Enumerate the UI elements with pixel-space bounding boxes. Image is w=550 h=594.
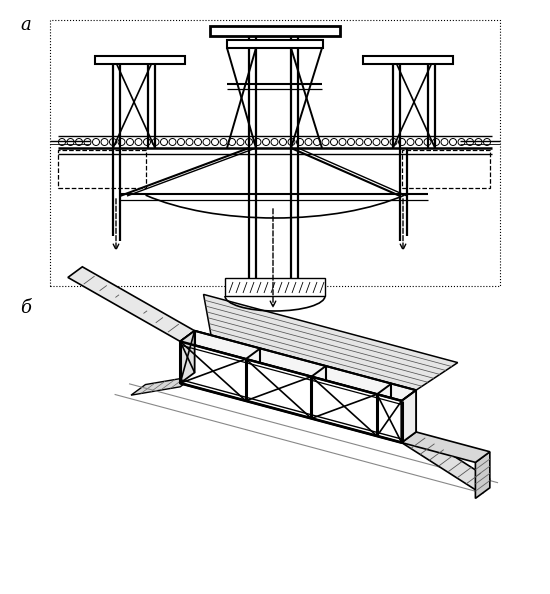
Polygon shape [68, 267, 195, 342]
Polygon shape [195, 331, 416, 432]
Polygon shape [402, 390, 416, 443]
Bar [58, 150, 146, 188]
Bar [227, 40, 323, 48]
Polygon shape [402, 432, 490, 462]
Bar [50, 20, 500, 286]
Polygon shape [475, 452, 490, 498]
Polygon shape [131, 376, 195, 395]
Bar [210, 26, 340, 36]
Bar [363, 56, 453, 64]
Text: б: б [20, 299, 31, 317]
Polygon shape [180, 331, 416, 401]
Polygon shape [204, 295, 458, 390]
Polygon shape [180, 331, 195, 383]
Bar [402, 150, 490, 188]
Text: a: a [20, 16, 31, 34]
Bar [225, 278, 325, 296]
Bar [95, 56, 185, 64]
Polygon shape [180, 342, 402, 443]
Polygon shape [402, 432, 490, 490]
